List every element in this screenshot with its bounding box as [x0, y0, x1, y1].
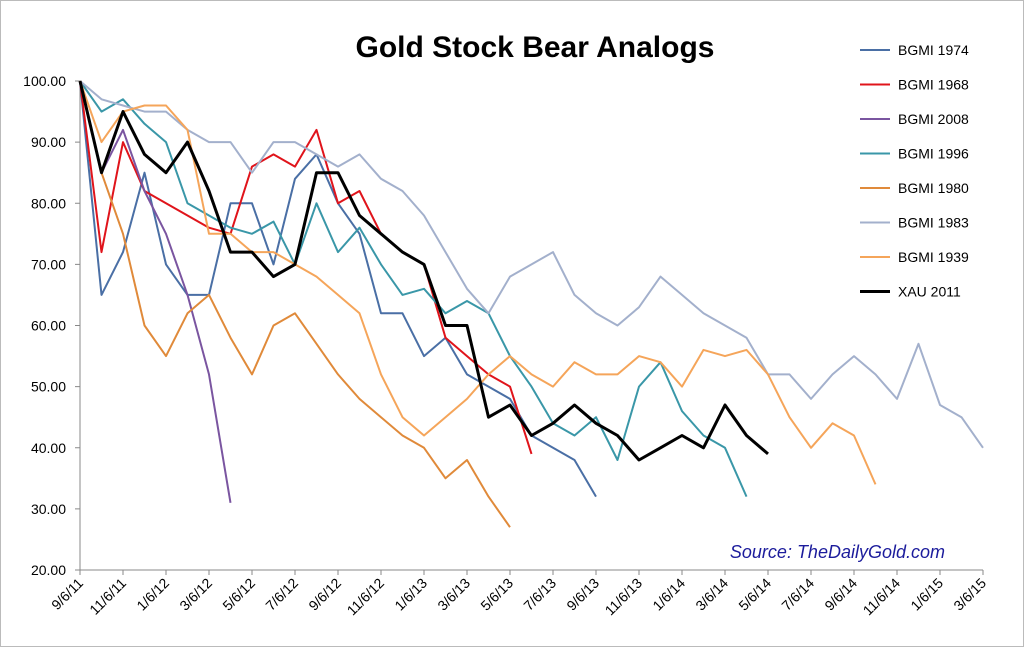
y-tick-label: 70.00 — [31, 256, 66, 272]
legend-label: BGMI 1996 — [898, 146, 969, 162]
series-line — [79, 80, 511, 528]
chart-title: Gold Stock Bear Analogs — [356, 31, 715, 64]
series-line — [79, 80, 748, 498]
legend-label: BGMI 1980 — [898, 180, 969, 196]
legend-label: BGMI 1983 — [898, 215, 969, 231]
y-tick-label: 60.00 — [31, 318, 66, 334]
y-tick-label: 100.00 — [23, 73, 66, 89]
source-annotation: Source: TheDailyGold.com — [730, 542, 945, 562]
series-line — [79, 80, 984, 449]
legend-label: XAU 2011 — [898, 284, 961, 300]
legend-label: BGMI 1968 — [898, 77, 969, 93]
legend-label: BGMI 1974 — [898, 42, 969, 58]
y-tick-label: 20.00 — [31, 562, 66, 578]
y-tick-label: 30.00 — [31, 501, 66, 517]
series-line — [78, 80, 769, 462]
legend-label: BGMI 2008 — [898, 111, 969, 127]
y-tick-label: 40.00 — [31, 440, 66, 456]
series-line — [79, 80, 877, 485]
y-tick-label: 80.00 — [31, 195, 66, 211]
y-tick-label: 50.00 — [31, 379, 66, 395]
legend-label: BGMI 1939 — [898, 249, 969, 265]
y-tick-label: 90.00 — [31, 134, 66, 150]
